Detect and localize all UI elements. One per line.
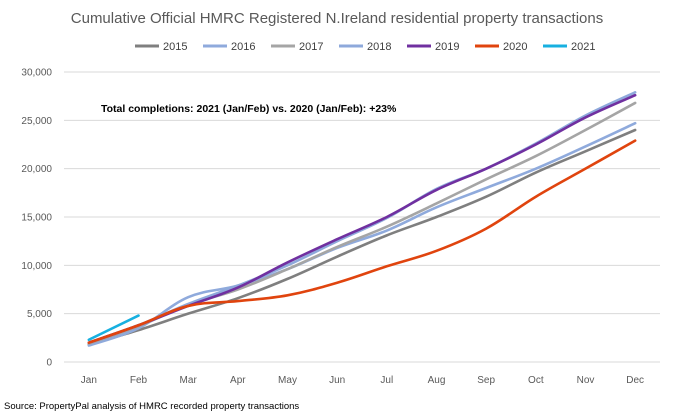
x-tick-label: Jan [81, 375, 97, 386]
legend-label-2019: 2019 [435, 41, 459, 53]
legend-label-2020: 2020 [503, 41, 527, 53]
legend-label-2017: 2017 [299, 41, 323, 53]
x-tick-label: Apr [230, 375, 246, 386]
y-tick-label: 5,000 [27, 309, 52, 320]
annotation-text: Total completions: 2021 (Jan/Feb) vs. 20… [101, 103, 397, 115]
source-note: Source: PropertyPal analysis of HMRC rec… [4, 401, 299, 412]
legend: 2015 2016 2017 2018 2019 2020 2021 [135, 41, 595, 53]
series-line-2020 [87, 139, 637, 344]
legend-label-2016: 2016 [231, 41, 255, 53]
y-tick-label: 15,000 [21, 213, 52, 224]
y-tick-label: 20,000 [21, 164, 52, 175]
y-tick-label: 25,000 [21, 116, 52, 127]
x-tick-label: Aug [428, 375, 446, 386]
x-tick-label: Dec [626, 375, 644, 386]
x-tick-label: Feb [130, 375, 148, 386]
x-tick-label: Sep [477, 375, 495, 386]
series-line-2016 [87, 121, 637, 347]
legend-label-2015: 2015 [163, 41, 187, 53]
chart-title: Cumulative Official HMRC Registered N.Ir… [71, 10, 603, 27]
x-tick-label: Oct [528, 375, 544, 386]
series-line-2015 [87, 128, 637, 346]
y-tick-label: 10,000 [21, 261, 52, 272]
legend-label-2021: 2021 [571, 41, 595, 53]
gridlines [64, 71, 660, 363]
y-tick-label: 0 [46, 358, 52, 369]
series-line-2021 [87, 314, 140, 342]
x-axis: Jan Feb Mar Apr May Jun Jul Aug Sep Oct Nov Dec [81, 375, 644, 386]
x-tick-label: May [278, 375, 297, 386]
x-tick-label: Jun [329, 375, 345, 386]
x-tick-label: Jul [380, 375, 393, 386]
y-tick-label: 30,000 [21, 68, 52, 79]
x-tick-label: Mar [180, 375, 198, 386]
x-tick-label: Nov [577, 375, 595, 386]
y-axis: 0 5,000 10,000 15,000 20,000 25,000 30,000 [21, 68, 52, 369]
legend-label-2018: 2018 [367, 41, 391, 53]
series-lines [87, 91, 637, 347]
